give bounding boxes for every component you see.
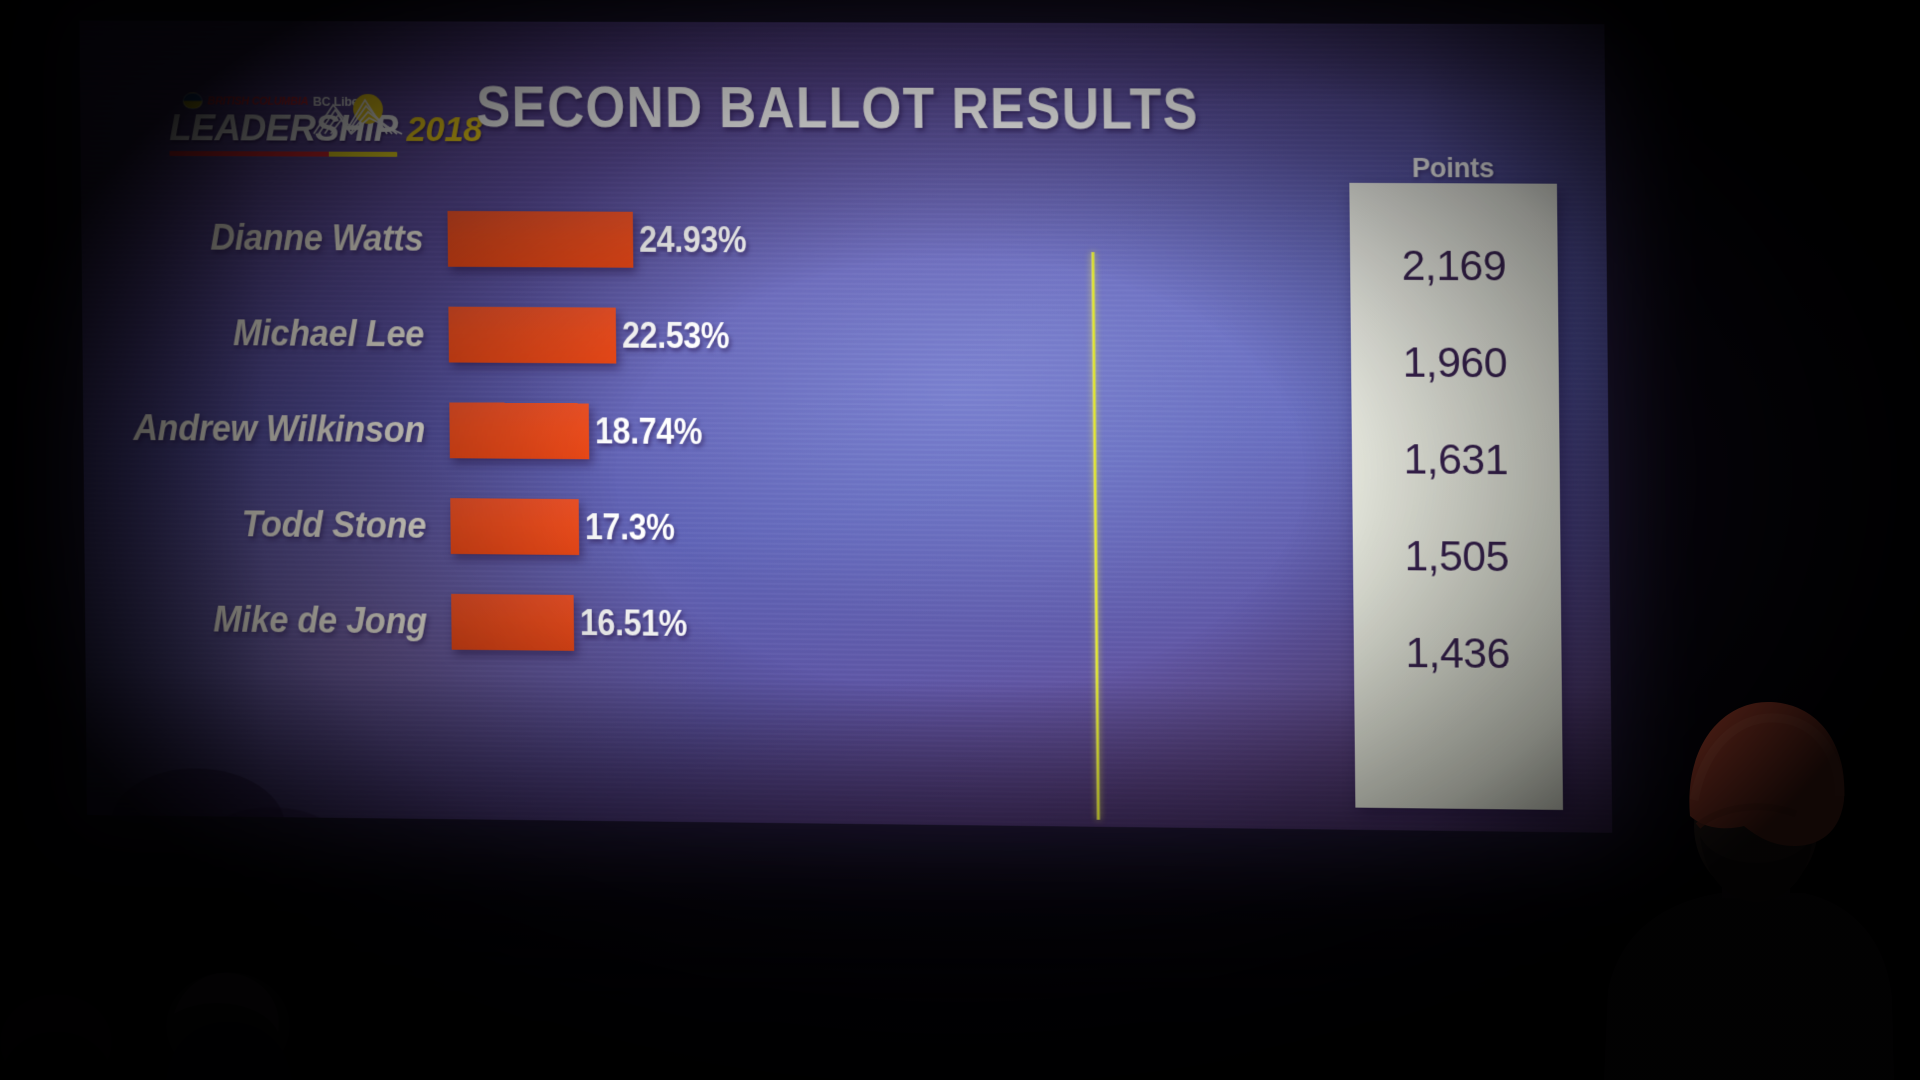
points-column-header: Points	[1411, 152, 1495, 184]
candidate-name: Michael Lee	[232, 312, 425, 355]
result-bar	[447, 210, 634, 268]
percent-label: 18.74%	[594, 410, 703, 453]
table-row: Dianne Watts 24.93%	[81, 189, 1130, 290]
points-value: 1,631	[1403, 435, 1509, 484]
percent-label: 16.51%	[579, 601, 688, 644]
points-value: 1,960	[1402, 338, 1508, 387]
candidate-name: Dianne Watts	[210, 216, 424, 259]
result-bar	[451, 593, 575, 651]
bar-zone: 16.51%	[451, 574, 1133, 677]
percent-label: 22.53%	[621, 314, 730, 357]
candidate-name: Todd Stone	[241, 503, 427, 546]
audience-head-left-front	[166, 972, 292, 1080]
logo-main-row: LEADERSHIP 2018	[157, 93, 482, 150]
result-bar	[449, 402, 590, 460]
slide-surface: BRITISH COLUMBIA BC Liberals LEADERSHIP …	[79, 20, 1613, 833]
logo-underline-rule	[169, 150, 398, 157]
result-bar	[450, 498, 580, 556]
bar-zone: 18.74%	[449, 382, 1131, 483]
points-value: 1,436	[1405, 628, 1511, 678]
percent-label: 24.93%	[638, 218, 747, 261]
logo-org-prefix: BRITISH COLUMBIA	[207, 94, 309, 108]
audience-head-far-left	[0, 994, 114, 1080]
table-row: Andrew Wilkinson 18.74%	[83, 380, 1132, 483]
logo-org-name: BC Liberals	[312, 94, 380, 109]
bar-zone: 22.53%	[448, 287, 1130, 387]
percent-label: 17.3%	[584, 506, 675, 548]
logo-wordmark: LEADERSHIP	[169, 107, 398, 149]
bc-liberals-leadership-logo: BRITISH COLUMBIA BC Liberals LEADERSHIP …	[157, 92, 482, 157]
audience-shadow-on-screen	[110, 767, 345, 833]
table-row: Michael Lee 22.53%	[82, 285, 1131, 387]
page-title: SECOND BALLOT RESULTS	[476, 75, 1199, 142]
table-row: Mike de Jong 16.51%	[85, 571, 1134, 677]
result-bar	[448, 306, 617, 364]
candidate-name: Mike de Jong	[213, 598, 428, 642]
table-row: Todd Stone 17.3%	[84, 475, 1133, 580]
logo-year: 2018	[406, 110, 483, 150]
candidate-name: Andrew Wilkinson	[133, 407, 426, 451]
points-value: 1,505	[1404, 531, 1510, 581]
bar-zone: 17.3%	[450, 478, 1132, 580]
audience-member-with-turban	[1604, 702, 1894, 1080]
bar-zone: 24.93%	[447, 191, 1129, 290]
results-bar-chart: Dianne Watts 24.93% Michael Lee 22.53% A…	[81, 189, 1133, 676]
points-value: 2,169	[1401, 241, 1507, 290]
projection-screen: BRITISH COLUMBIA BC Liberals LEADERSHIP …	[79, 20, 1613, 833]
points-column-panel: 2,169 1,960 1,631 1,505 1,436	[1349, 182, 1564, 810]
